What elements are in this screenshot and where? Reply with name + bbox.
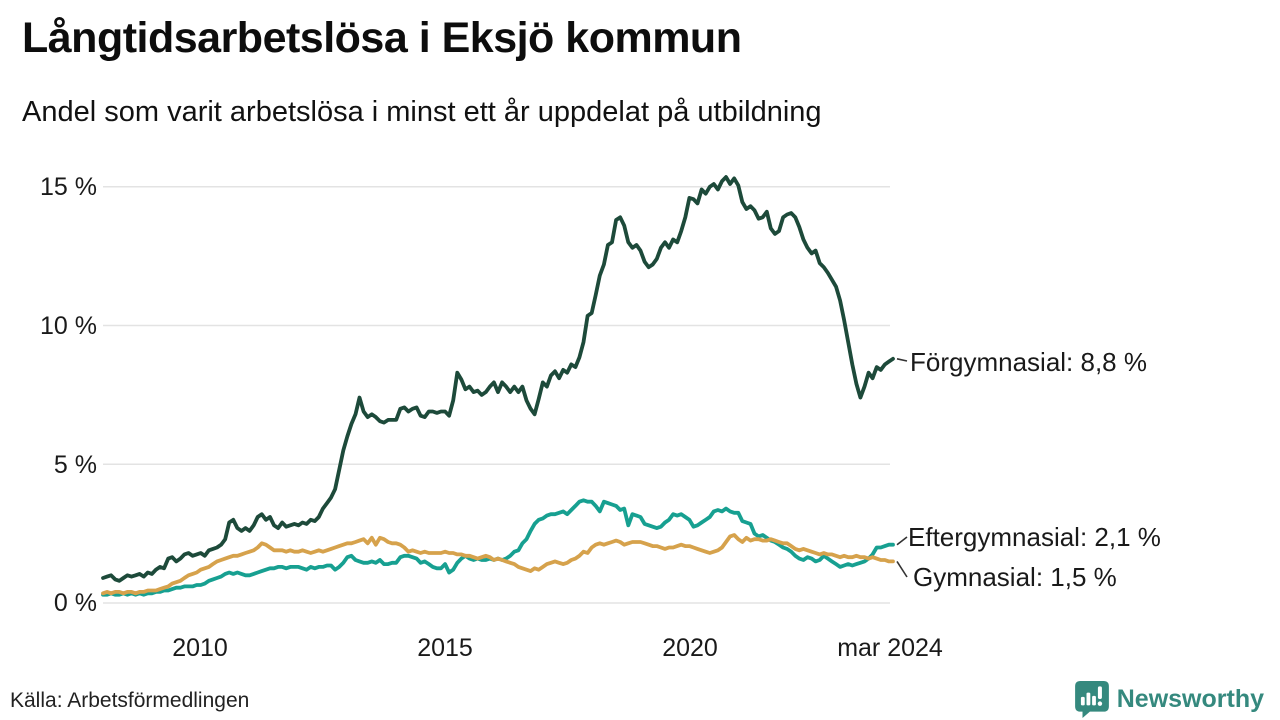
brand-name: Newsworthy bbox=[1116, 684, 1264, 713]
x-tick-2020: 2020 bbox=[662, 634, 718, 662]
label-connector-2 bbox=[896, 560, 908, 578]
y-tick-5: 5 % bbox=[53, 451, 97, 479]
series-label-forgymnasial: Förgymnasial: 8,8 % bbox=[910, 347, 1147, 377]
newsworthy-pin-barchart-icon bbox=[1074, 680, 1110, 718]
y-tick-10: 10 % bbox=[40, 312, 97, 340]
source-note: Källa: Arbetsförmedlingen bbox=[10, 689, 250, 712]
x-tick-2015: 2015 bbox=[417, 634, 473, 662]
x-tick-2010: 2010 bbox=[172, 634, 228, 662]
series-line-förgymnasial bbox=[101, 175, 895, 583]
series-label-eftergymnasial: Eftergymnasial: 2,1 % bbox=[908, 522, 1161, 552]
x-tick-mar-2024: mar 2024 bbox=[837, 634, 943, 662]
series-line-gymnasial bbox=[101, 533, 895, 596]
brand-lockup: Newsworthy bbox=[1074, 680, 1264, 718]
label-connector-1 bbox=[896, 536, 908, 546]
y-tick-0: 0 % bbox=[53, 589, 97, 617]
page-subtitle: Andel som varit arbetslösa i minst ett å… bbox=[22, 96, 822, 128]
page-title: Långtidsarbetslösa i Eksjö kommun bbox=[22, 14, 742, 62]
series-label-gymnasial: Gymnasial: 1,5 % bbox=[913, 562, 1117, 592]
y-tick-15: 15 % bbox=[40, 173, 97, 201]
series-line-eftergymnasial bbox=[101, 498, 895, 597]
label-connector-0 bbox=[896, 358, 908, 362]
